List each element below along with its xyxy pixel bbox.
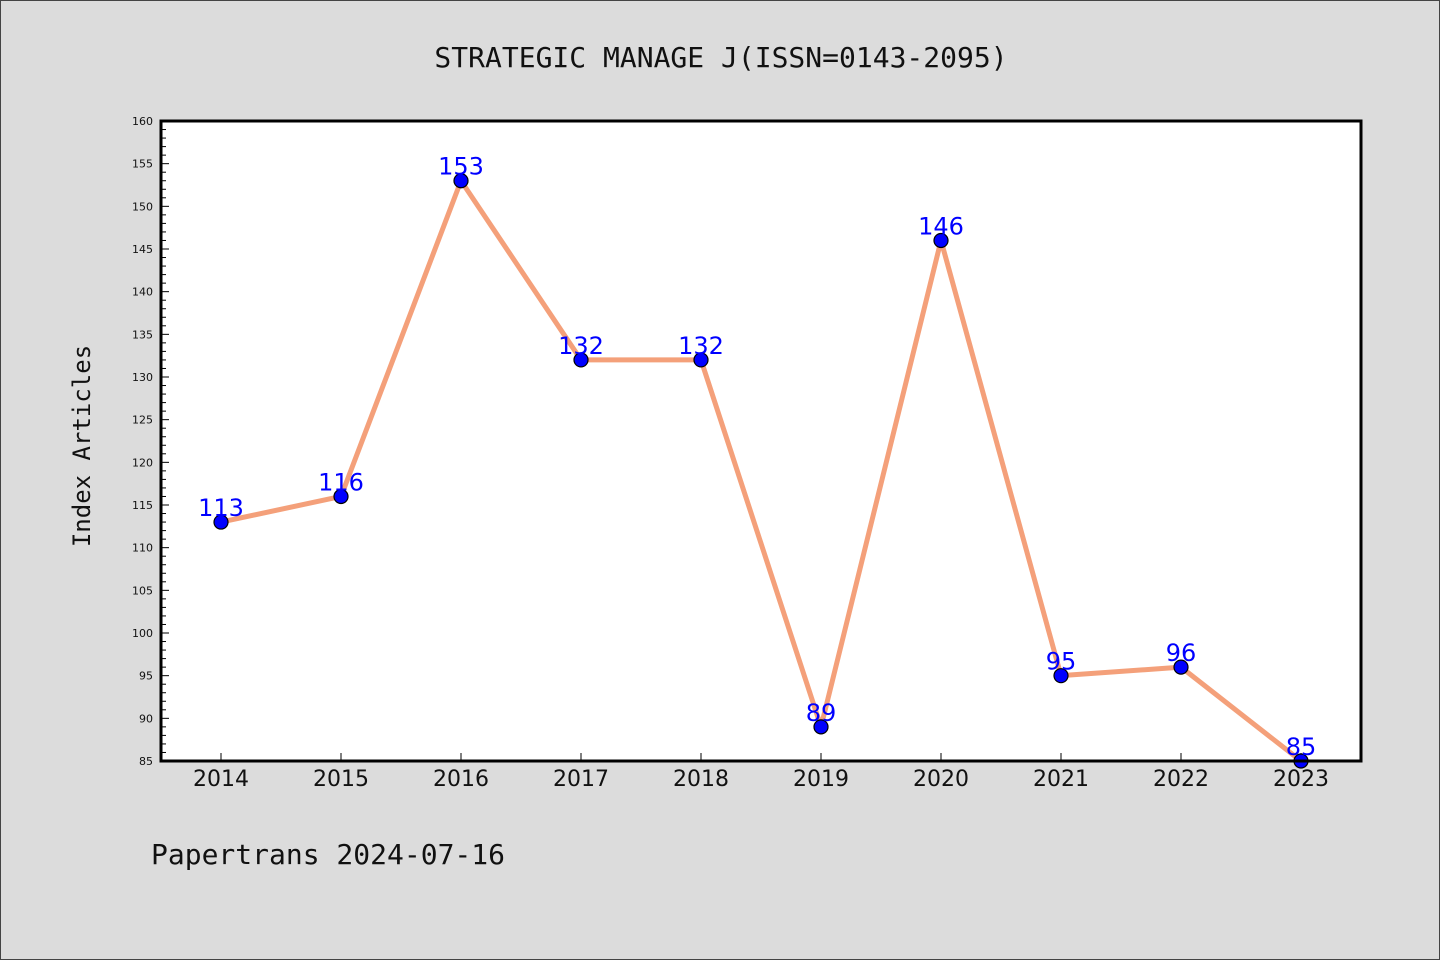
y-tick-label: 145 (132, 243, 153, 256)
data-point (813, 719, 829, 735)
y-tick-label: 115 (132, 499, 153, 512)
data-point (213, 514, 229, 530)
data-label: 153 (438, 153, 484, 181)
chart-title: STRATEGIC MANAGE J(ISSN=0143-2095) (434, 41, 1007, 74)
x-tick-label: 2019 (793, 767, 849, 792)
data-point (1053, 668, 1069, 684)
y-tick-label: 110 (132, 542, 153, 555)
data-point (693, 352, 709, 368)
y-tick-label: 155 (132, 158, 153, 171)
data-label: 113 (198, 494, 244, 522)
plot-border (159, 119, 1363, 763)
data-label: 95 (1046, 648, 1077, 676)
x-tick-label: 2017 (553, 767, 609, 792)
y-tick-label: 130 (132, 371, 153, 384)
y-axis-label: Index Articles (68, 345, 96, 547)
data-label: 146 (918, 212, 964, 240)
y-tick-label: 95 (139, 670, 153, 683)
data-label: 89 (806, 699, 837, 727)
footer-stamp: Papertrans 2024-07-16 (151, 838, 505, 871)
y-tick-label: 85 (139, 755, 153, 768)
y-tick-label: 150 (132, 200, 153, 213)
x-tick-label: 2021 (1033, 767, 1089, 792)
y-tick-label: 135 (132, 328, 153, 341)
y-tick-label: 125 (132, 414, 153, 427)
data-labels: 113 116 153 132 132 89 146 95 96 85 (198, 153, 1316, 761)
x-tick-label: 2020 (913, 767, 969, 792)
data-point (933, 232, 949, 249)
x-tick-label: 2022 (1153, 767, 1209, 792)
data-point (453, 173, 469, 189)
x-tick-label: 2016 (433, 767, 489, 792)
y-tick-label: 160 (132, 115, 153, 128)
x-tick-label: 2015 (313, 767, 369, 792)
data-label: 96 (1166, 639, 1197, 667)
data-label: 116 (318, 468, 364, 496)
data-label: 132 (558, 332, 604, 360)
y-tick-label: 140 (132, 286, 153, 299)
data-point (333, 488, 349, 505)
y-tick-labels: 85 90 95 100 105 110 115 120 125 130 135 140 145 150 1… (132, 115, 153, 768)
y-tick-label: 90 (139, 712, 153, 725)
x-tick-label: 2014 (193, 767, 249, 792)
series-line (218, 178, 1304, 764)
data-point (573, 352, 589, 368)
data-label: 132 (678, 332, 724, 360)
y-tick-label: 100 (132, 627, 153, 640)
x-tick-label: 2023 (1273, 767, 1329, 792)
y-tick-label: 105 (132, 584, 153, 597)
data-point (1173, 659, 1189, 675)
x-tick-labels: 2014 2015 2016 2017 2018 2019 2020 2021 2022 2023 (193, 767, 1329, 792)
y-tick-label: 120 (132, 456, 153, 469)
x-tick-label: 2018 (673, 767, 729, 792)
data-label: 85 (1286, 733, 1317, 761)
